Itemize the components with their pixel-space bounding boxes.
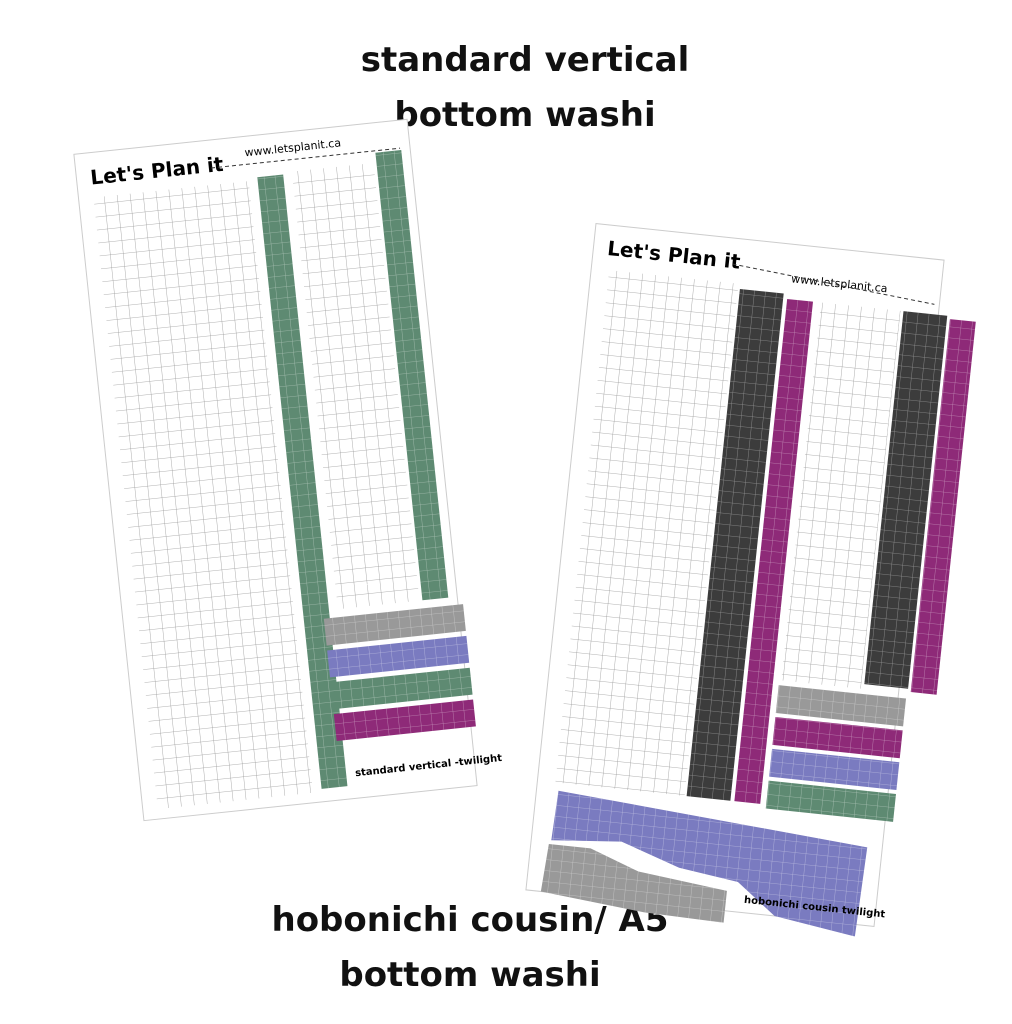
bottom-caption: hobonichi cousin/ A5 (271, 900, 669, 940)
sheet: Let's Plan it www.letsplanit.ca standard… (73, 118, 503, 822)
bottom-caption: bottom washi (339, 955, 601, 995)
top-caption: bottom washi (394, 95, 656, 135)
sheet: Let's Plan it www.letsplanit.ca hobonich… (525, 222, 976, 937)
top-caption: standard vertical (360, 40, 690, 80)
